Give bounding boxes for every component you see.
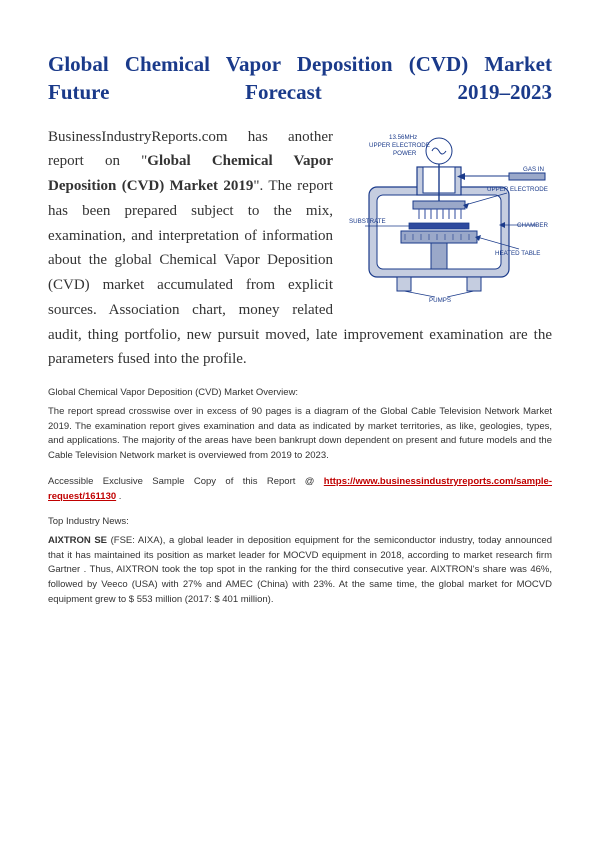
news-section: Top Industry News: AIXTRON SE (FSE: AIXA… xyxy=(48,515,552,607)
diagram-label-chamber: CHAMBER xyxy=(517,222,548,229)
sample-period: . xyxy=(116,491,121,502)
diagram-label-power2: UPPER ELECTRODE xyxy=(369,142,430,149)
cvd-diagram: 13.56MHz UPPER ELECTRODE POWER GAS IN UP… xyxy=(347,129,552,304)
overview-body: The report spread crosswise over in exce… xyxy=(48,406,552,461)
news-body: AIXTRON SE (FSE: AIXA), a global leader … xyxy=(48,534,552,608)
overview-section: Global Chemical Vapor Deposition (CVD) M… xyxy=(48,386,552,464)
diagram-label-power: 13.56MHz xyxy=(389,134,417,141)
diagram-label-gasin: GAS IN xyxy=(523,166,544,173)
diagram-label-power3: POWER xyxy=(393,150,417,157)
page-title: Global Chemical Vapor Deposition (CVD) M… xyxy=(48,50,552,107)
diagram-label-pumps: PUMPS xyxy=(429,297,451,304)
diagram-label-substrate: SUBSTRATE xyxy=(349,218,386,225)
diagram-label-upper: UPPER ELECTRODE xyxy=(487,186,548,193)
diagram-label-heated: HEATED TABLE xyxy=(495,250,540,257)
intro-section: 13.56MHz UPPER ELECTRODE POWER GAS IN UP… xyxy=(48,125,552,373)
sample-section: Accessible Exclusive Sample Copy of this… xyxy=(48,475,552,504)
sample-text: Accessible Exclusive Sample Copy of this… xyxy=(48,476,324,487)
news-header: Top Industry News: xyxy=(48,515,552,530)
overview-header: Global Chemical Vapor Deposition (CVD) M… xyxy=(48,386,552,401)
news-text: (FSE: AIXA), a global leader in depositi… xyxy=(48,535,552,605)
news-company: AIXTRON SE xyxy=(48,535,107,546)
